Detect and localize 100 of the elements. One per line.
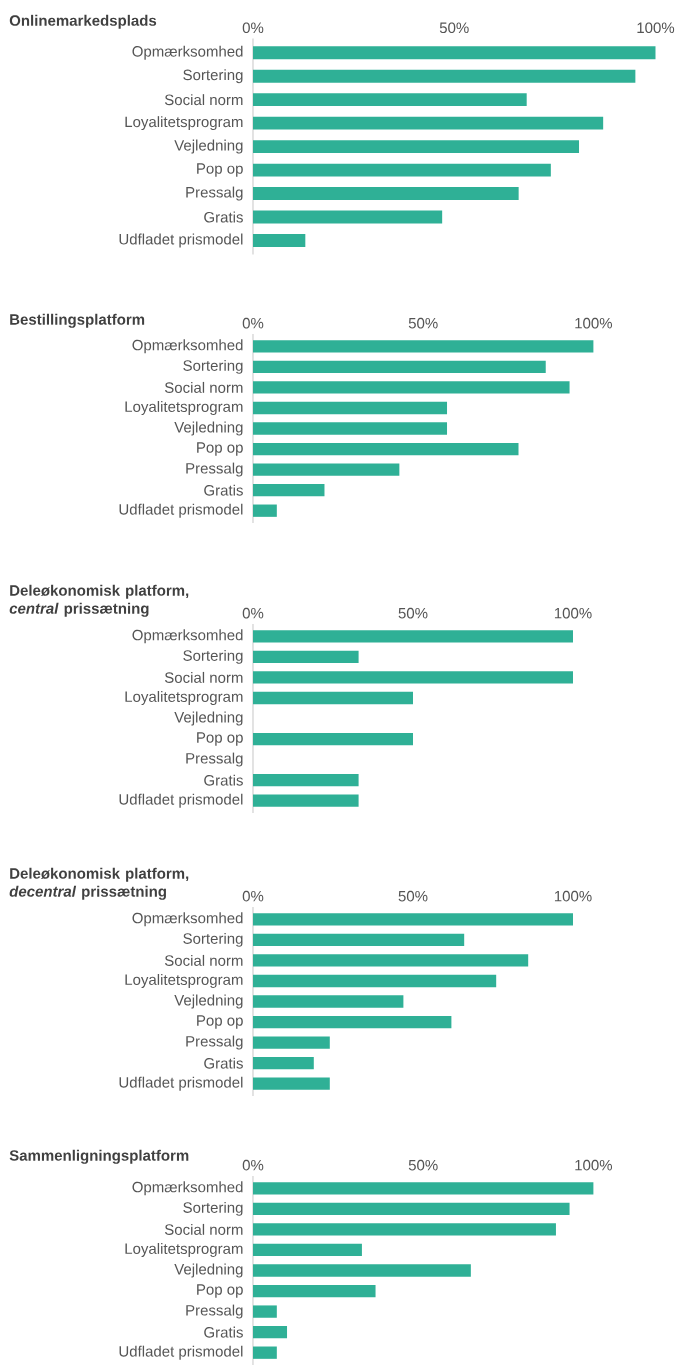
bar: [253, 1284, 376, 1298]
y-tick-label: Gratis: [204, 211, 243, 223]
y-tick-label: Opmærksomhed: [132, 629, 243, 644]
bar: [253, 463, 400, 476]
y-tick-label: Pressalg: [186, 752, 243, 767]
y-tick-label: Loyalitetsprogram: [125, 690, 243, 705]
text: Deleøkonomisk platform, central prissætning: [9, 584, 189, 617]
x-tick-label: 0%: [242, 607, 264, 619]
bar: [253, 691, 413, 705]
bar: [253, 210, 443, 224]
bar: [253, 116, 604, 130]
bar: [253, 504, 277, 517]
y-tick-label: Sortering: [183, 649, 243, 664]
y-tick-label: Opmærksomhed: [132, 1181, 243, 1196]
bar: [253, 974, 497, 988]
y-tick-label: Social norm: [164, 94, 243, 106]
y-tick-label: Pressalg: [186, 462, 243, 477]
y-tick-label: Pop op: [197, 163, 243, 177]
bar: [253, 163, 551, 177]
y-tick-label: Sortering: [183, 69, 243, 84]
y-tick-label: Sortering: [183, 1201, 243, 1216]
y-tick-label: Udfladet prismodel: [119, 503, 243, 518]
bar: [253, 69, 636, 83]
bar: [253, 671, 573, 684]
y-tick-label: Udfladet prismodel: [119, 1345, 243, 1360]
bar: [253, 140, 580, 154]
bar: [253, 93, 527, 107]
bar: [253, 954, 529, 967]
y-tick-label: Loyalitetsprogram: [125, 1242, 243, 1257]
y-tick-label: Opmærksomhed: [132, 339, 243, 354]
x-tick-label: 50%: [439, 22, 469, 34]
bar: [253, 913, 573, 926]
y-tick-label: Udfladet prismodel: [119, 233, 243, 248]
y-tick-label: Opmærksomhed: [132, 912, 243, 927]
y-tick-label: Vejledning: [174, 994, 243, 1009]
y-tick-label: Sortering: [183, 359, 243, 374]
bar: [253, 794, 359, 807]
bar: [253, 650, 359, 664]
text: Onlinemarkedsplads: [9, 14, 157, 29]
bar: [253, 1202, 570, 1216]
bar: [253, 381, 570, 394]
x-tick-label: 100%: [554, 890, 592, 902]
y-tick-label: Vejledning: [174, 1263, 243, 1278]
bar: [253, 442, 519, 456]
x-tick-label: 50%: [408, 1159, 438, 1171]
bar: [253, 1243, 362, 1257]
y-tick-label: Gratis: [204, 1057, 243, 1069]
y-tick-label: Social norm: [164, 954, 243, 966]
y-tick-label: Pressalg: [186, 186, 243, 201]
y-tick-label: Loyalitetsprogram: [125, 400, 243, 415]
bar: [253, 1325, 288, 1339]
x-tick-label: 50%: [408, 317, 438, 329]
bar: [253, 1223, 556, 1236]
y-tick-label: Udfladet prismodel: [119, 793, 243, 808]
y-tick-label: Vejledning: [174, 711, 243, 726]
bar: [253, 1346, 277, 1359]
y-tick-label: Vejledning: [174, 421, 243, 436]
x-tick-label: 0%: [242, 890, 264, 902]
y-tick-label: Vejledning: [174, 139, 243, 154]
x-tick-label: 50%: [398, 607, 428, 619]
bar: [253, 187, 519, 201]
y-tick-label: Pop op: [197, 1015, 243, 1029]
y-tick-label: Loyalitetsprogram: [125, 973, 243, 988]
bar: [253, 1305, 277, 1318]
x-tick-label: 100%: [575, 317, 613, 329]
x-tick-label: 100%: [554, 607, 592, 619]
bar: [253, 360, 546, 374]
y-tick-label: Pressalg: [186, 1304, 243, 1319]
y-tick-label: Gratis: [204, 484, 243, 496]
text: Sammenligningsplatform: [9, 1149, 189, 1164]
x-tick-label: 0%: [242, 22, 264, 34]
y-tick-label: Loyalitetsprogram: [125, 116, 243, 131]
bar: [253, 773, 359, 787]
x-tick-label: 100%: [575, 1159, 613, 1171]
bar: [253, 422, 448, 435]
y-tick-label: Pop op: [197, 442, 243, 456]
bar: [253, 630, 573, 643]
x-tick-label: 0%: [242, 1159, 264, 1171]
bar: [253, 1036, 330, 1049]
x-tick-label: 0%: [242, 317, 264, 329]
bar: [253, 1182, 594, 1195]
bar: [253, 933, 465, 947]
y-tick-label: Pressalg: [186, 1035, 243, 1050]
y-tick-label: Pop op: [197, 1284, 243, 1298]
bar: [253, 1056, 314, 1070]
text: Bestillingsplatform: [10, 313, 145, 328]
x-tick-label: 100%: [637, 22, 675, 34]
y-tick-label: Social norm: [164, 671, 243, 683]
bar: [253, 1264, 471, 1277]
y-tick-label: Pop op: [197, 732, 243, 746]
text: Deleøkonomisk platform, decentral prissætning: [9, 867, 189, 900]
bar: [253, 1077, 330, 1090]
y-tick-label: Social norm: [164, 1223, 243, 1235]
bar: [253, 401, 448, 415]
y-tick-label: Sortering: [183, 932, 243, 947]
bar: [253, 234, 306, 247]
x-tick-label: 50%: [398, 890, 428, 902]
bar: [253, 995, 404, 1008]
y-tick-label: Gratis: [204, 1326, 243, 1338]
y-tick-label: Social norm: [164, 381, 243, 393]
